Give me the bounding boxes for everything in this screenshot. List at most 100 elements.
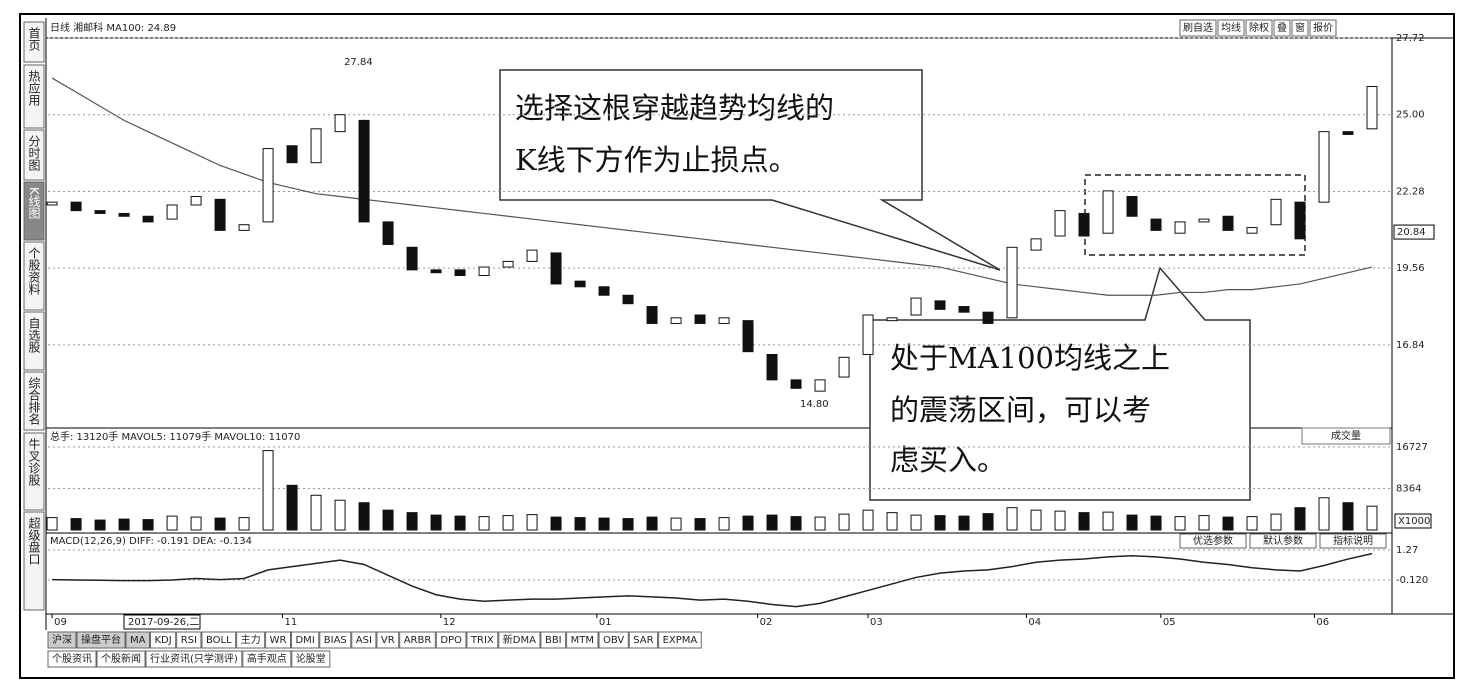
toolbar-button-label: 叠 bbox=[1277, 22, 1287, 34]
sidebar-tab[interactable] bbox=[23, 241, 45, 311]
sidebar-tab[interactable] bbox=[23, 511, 45, 611]
indicator-select[interactable] bbox=[1301, 427, 1391, 445]
sidebar-tab[interactable] bbox=[23, 432, 45, 511]
volume-bar bbox=[814, 516, 826, 531]
indicator-button-label: 优选参数 bbox=[1193, 534, 1233, 547]
sidebar-tab-label: 自选股 bbox=[27, 317, 41, 354]
y-tick-label: 19.56 bbox=[1396, 263, 1425, 274]
bottom-tab[interactable] bbox=[96, 650, 146, 668]
indicator-button[interactable] bbox=[1319, 533, 1387, 549]
toolbar-button[interactable] bbox=[1245, 19, 1273, 37]
candle bbox=[406, 246, 418, 271]
candle bbox=[478, 266, 490, 277]
bottom-tab[interactable] bbox=[265, 631, 291, 649]
volume-bar bbox=[670, 517, 682, 531]
toolbar-button[interactable] bbox=[1179, 19, 1217, 37]
indicator-button[interactable] bbox=[1249, 533, 1317, 549]
indicator-button-label: 默认参数 bbox=[1263, 534, 1303, 547]
bottom-tab-label: EXPMA bbox=[663, 635, 698, 646]
bottom-tab-label: MA bbox=[130, 635, 146, 646]
volume-bar bbox=[1246, 516, 1258, 531]
volume-bar bbox=[910, 514, 922, 531]
bottom-tab[interactable] bbox=[47, 650, 97, 668]
bottom-tab[interactable] bbox=[399, 631, 436, 649]
bottom-tab[interactable] bbox=[628, 631, 659, 649]
y-tick-label: 22.28 bbox=[1396, 186, 1425, 197]
volume-bar bbox=[1342, 502, 1354, 531]
x-tick-label: 02 bbox=[760, 617, 773, 628]
candle bbox=[526, 249, 538, 262]
bottom-tab[interactable] bbox=[540, 631, 567, 649]
bottom-tab[interactable] bbox=[498, 631, 541, 649]
volume-bar bbox=[742, 515, 754, 531]
volume-bar bbox=[358, 502, 370, 531]
candle bbox=[958, 306, 970, 313]
candle bbox=[910, 297, 922, 316]
bottom-tab[interactable] bbox=[125, 631, 150, 649]
volume-bar bbox=[694, 518, 706, 531]
bottom-tab[interactable] bbox=[76, 631, 126, 649]
volume-bar bbox=[1366, 505, 1378, 531]
sidebar-tab[interactable] bbox=[23, 129, 45, 181]
bottom-tab-label: 新DMA bbox=[503, 633, 536, 646]
volume-bar bbox=[46, 517, 58, 531]
sidebar-tab[interactable] bbox=[23, 181, 45, 241]
bottom-tab[interactable] bbox=[176, 631, 202, 649]
indicator-button[interactable] bbox=[1179, 533, 1247, 549]
bottom-tab[interactable] bbox=[47, 631, 77, 649]
x-tick-label: 05 bbox=[1163, 617, 1176, 628]
y-tick-label: 25.00 bbox=[1396, 110, 1425, 121]
volume-bar bbox=[382, 509, 394, 531]
bottom-tab[interactable] bbox=[149, 631, 177, 649]
candle bbox=[670, 317, 682, 324]
macd-title: MACD(12,26,9) DIFF: -0.191 DEA: -0.134 bbox=[50, 536, 252, 547]
volume-bar bbox=[310, 494, 322, 531]
cursor-date: 2017-09-26,二 bbox=[128, 617, 199, 628]
bottom-tab[interactable] bbox=[566, 631, 599, 649]
bottom-tab-label: BBI bbox=[545, 635, 562, 646]
volume-bar bbox=[766, 514, 778, 531]
bottom-tab[interactable] bbox=[145, 650, 243, 668]
bottom-tab[interactable] bbox=[435, 631, 467, 649]
candle bbox=[1342, 131, 1354, 135]
sidebar-tab[interactable] bbox=[23, 64, 45, 129]
bottom-tab-label: 主力 bbox=[241, 633, 261, 646]
bottom-tab[interactable] bbox=[658, 631, 702, 649]
bottom-tab[interactable] bbox=[351, 631, 377, 649]
bottom-tab[interactable] bbox=[376, 631, 400, 649]
toolbar-button[interactable] bbox=[1291, 19, 1309, 37]
candle bbox=[190, 196, 202, 206]
bottom-tab-label: MTM bbox=[571, 635, 594, 646]
sidebar-tab[interactable] bbox=[23, 21, 45, 63]
high-label: 27.84 bbox=[344, 57, 373, 68]
x-tick-label: 04 bbox=[1028, 617, 1041, 628]
candle bbox=[1366, 86, 1378, 130]
toolbar-button[interactable] bbox=[1217, 19, 1245, 37]
volume-bar bbox=[622, 518, 634, 531]
volume-bar bbox=[574, 517, 586, 531]
sidebar-tab[interactable] bbox=[23, 371, 45, 431]
volume-unit: X1000 bbox=[1398, 516, 1430, 527]
toolbar-button[interactable] bbox=[1309, 19, 1337, 37]
bottom-tab[interactable] bbox=[319, 631, 352, 649]
bottom-tab-label: BOLL bbox=[206, 635, 232, 646]
volume-bar bbox=[478, 516, 490, 531]
bottom-tab[interactable] bbox=[466, 631, 499, 649]
x-tick-label: 09 bbox=[54, 617, 67, 628]
bottom-tab[interactable] bbox=[291, 650, 331, 668]
toolbar-button-label: 除权 bbox=[1249, 21, 1269, 34]
callout-text: K线下方作为止损点。 bbox=[515, 143, 798, 177]
volume-bar bbox=[214, 517, 226, 531]
bottom-tab[interactable] bbox=[201, 631, 237, 649]
bottom-tab[interactable] bbox=[236, 631, 266, 649]
volume-bar bbox=[190, 516, 202, 531]
volume-bar bbox=[838, 513, 850, 531]
toolbar-button[interactable] bbox=[1273, 19, 1291, 37]
sidebar-tab[interactable] bbox=[23, 311, 45, 371]
bottom-tab[interactable] bbox=[290, 631, 320, 649]
volume-bar bbox=[286, 484, 298, 531]
bottom-tab[interactable] bbox=[242, 650, 292, 668]
sidebar-tab-label: 超级盘口 bbox=[27, 516, 41, 565]
bottom-tab[interactable] bbox=[598, 631, 629, 649]
